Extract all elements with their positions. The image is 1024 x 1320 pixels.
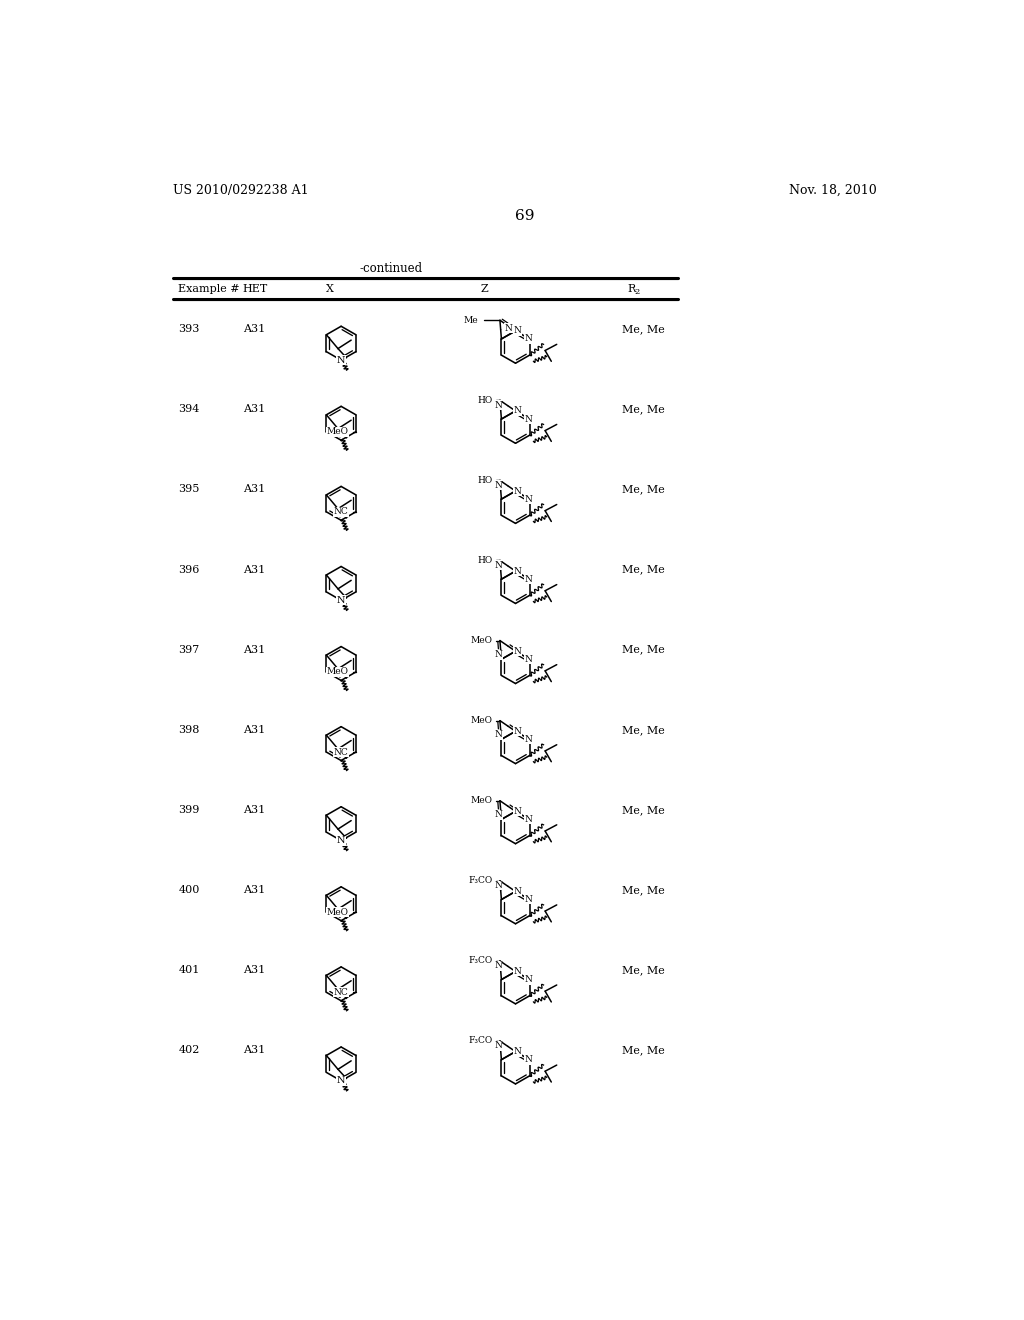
Text: Nov. 18, 2010: Nov. 18, 2010	[788, 185, 877, 197]
Text: A31: A31	[243, 805, 265, 814]
Text: 395: 395	[178, 484, 200, 495]
Text: F₃CO: F₃CO	[469, 876, 493, 886]
Text: N: N	[524, 334, 532, 343]
Text: Z: Z	[480, 284, 488, 294]
Text: 401: 401	[178, 965, 200, 975]
Text: HO: HO	[478, 556, 493, 565]
Text: 394: 394	[178, 404, 200, 414]
Text: 402: 402	[178, 1045, 200, 1055]
Text: N: N	[524, 495, 532, 504]
Text: Me, Me: Me, Me	[623, 484, 666, 495]
Text: N: N	[524, 655, 532, 664]
Text: 397: 397	[178, 644, 200, 655]
Text: N: N	[495, 730, 503, 739]
Text: A31: A31	[243, 725, 265, 735]
Text: -continued: -continued	[360, 261, 423, 275]
Text: 399: 399	[178, 805, 200, 814]
Text: N: N	[524, 735, 532, 744]
Text: MeO: MeO	[471, 796, 493, 805]
Text: MeO: MeO	[471, 636, 493, 645]
Text: Me, Me: Me, Me	[623, 644, 666, 655]
Text: A31: A31	[243, 644, 265, 655]
Text: N: N	[514, 807, 522, 816]
Text: Me, Me: Me, Me	[623, 565, 666, 574]
Text: F₃CO: F₃CO	[469, 1036, 493, 1045]
Text: N: N	[494, 880, 502, 890]
Text: NC: NC	[334, 747, 348, 756]
Text: NC: NC	[334, 987, 348, 997]
Text: N: N	[524, 414, 532, 424]
Text: N: N	[494, 1041, 502, 1051]
Text: Me, Me: Me, Me	[623, 725, 666, 735]
Text: HO: HO	[478, 396, 493, 405]
Text: N: N	[514, 647, 522, 656]
Text: N: N	[524, 895, 532, 904]
Text: N: N	[524, 975, 532, 985]
Text: A31: A31	[243, 965, 265, 975]
Text: 398: 398	[178, 725, 200, 735]
Text: N: N	[337, 1076, 345, 1085]
Text: N: N	[514, 326, 522, 335]
Text: N: N	[494, 400, 502, 409]
Text: N: N	[524, 814, 532, 824]
Text: N: N	[524, 574, 532, 583]
Text: Me, Me: Me, Me	[623, 805, 666, 814]
Text: N: N	[495, 810, 503, 820]
Text: HET: HET	[243, 284, 268, 294]
Text: N: N	[514, 727, 522, 735]
Text: R: R	[628, 284, 636, 294]
Text: N: N	[514, 887, 522, 896]
Text: HO: HO	[478, 477, 493, 484]
Text: Example #: Example #	[178, 284, 240, 294]
Text: Me: Me	[464, 315, 478, 325]
Text: N: N	[495, 651, 503, 659]
Text: N: N	[505, 323, 512, 333]
Text: NC: NC	[334, 507, 348, 516]
Text: N: N	[494, 561, 502, 570]
Text: 400: 400	[178, 884, 200, 895]
Text: 393: 393	[178, 325, 200, 334]
Text: N: N	[514, 1047, 522, 1056]
Text: A31: A31	[243, 565, 265, 574]
Text: MeO: MeO	[326, 668, 348, 676]
Text: F₃CO: F₃CO	[469, 957, 493, 965]
Text: N: N	[337, 595, 345, 605]
Text: Me, Me: Me, Me	[623, 325, 666, 334]
Text: N: N	[494, 961, 502, 970]
Text: N: N	[514, 487, 522, 495]
Text: 69: 69	[515, 209, 535, 223]
Text: 396: 396	[178, 565, 200, 574]
Text: Me, Me: Me, Me	[623, 1045, 666, 1055]
Text: MeO: MeO	[326, 428, 348, 436]
Text: N: N	[494, 480, 502, 490]
Text: 2: 2	[635, 288, 640, 297]
Text: A31: A31	[243, 404, 265, 414]
Text: MeO: MeO	[471, 717, 493, 725]
Text: X: X	[326, 284, 334, 294]
Text: N: N	[514, 968, 522, 975]
Text: A31: A31	[243, 884, 265, 895]
Text: Me, Me: Me, Me	[623, 884, 666, 895]
Text: A31: A31	[243, 484, 265, 495]
Text: N: N	[514, 566, 522, 576]
Text: MeO: MeO	[326, 908, 348, 916]
Text: US 2010/0292238 A1: US 2010/0292238 A1	[173, 185, 308, 197]
Text: N: N	[514, 407, 522, 416]
Text: A31: A31	[243, 325, 265, 334]
Text: Me, Me: Me, Me	[623, 965, 666, 975]
Text: N: N	[524, 1055, 532, 1064]
Text: Me, Me: Me, Me	[623, 404, 666, 414]
Text: A31: A31	[243, 1045, 265, 1055]
Text: N: N	[337, 836, 345, 845]
Text: N: N	[337, 355, 345, 364]
